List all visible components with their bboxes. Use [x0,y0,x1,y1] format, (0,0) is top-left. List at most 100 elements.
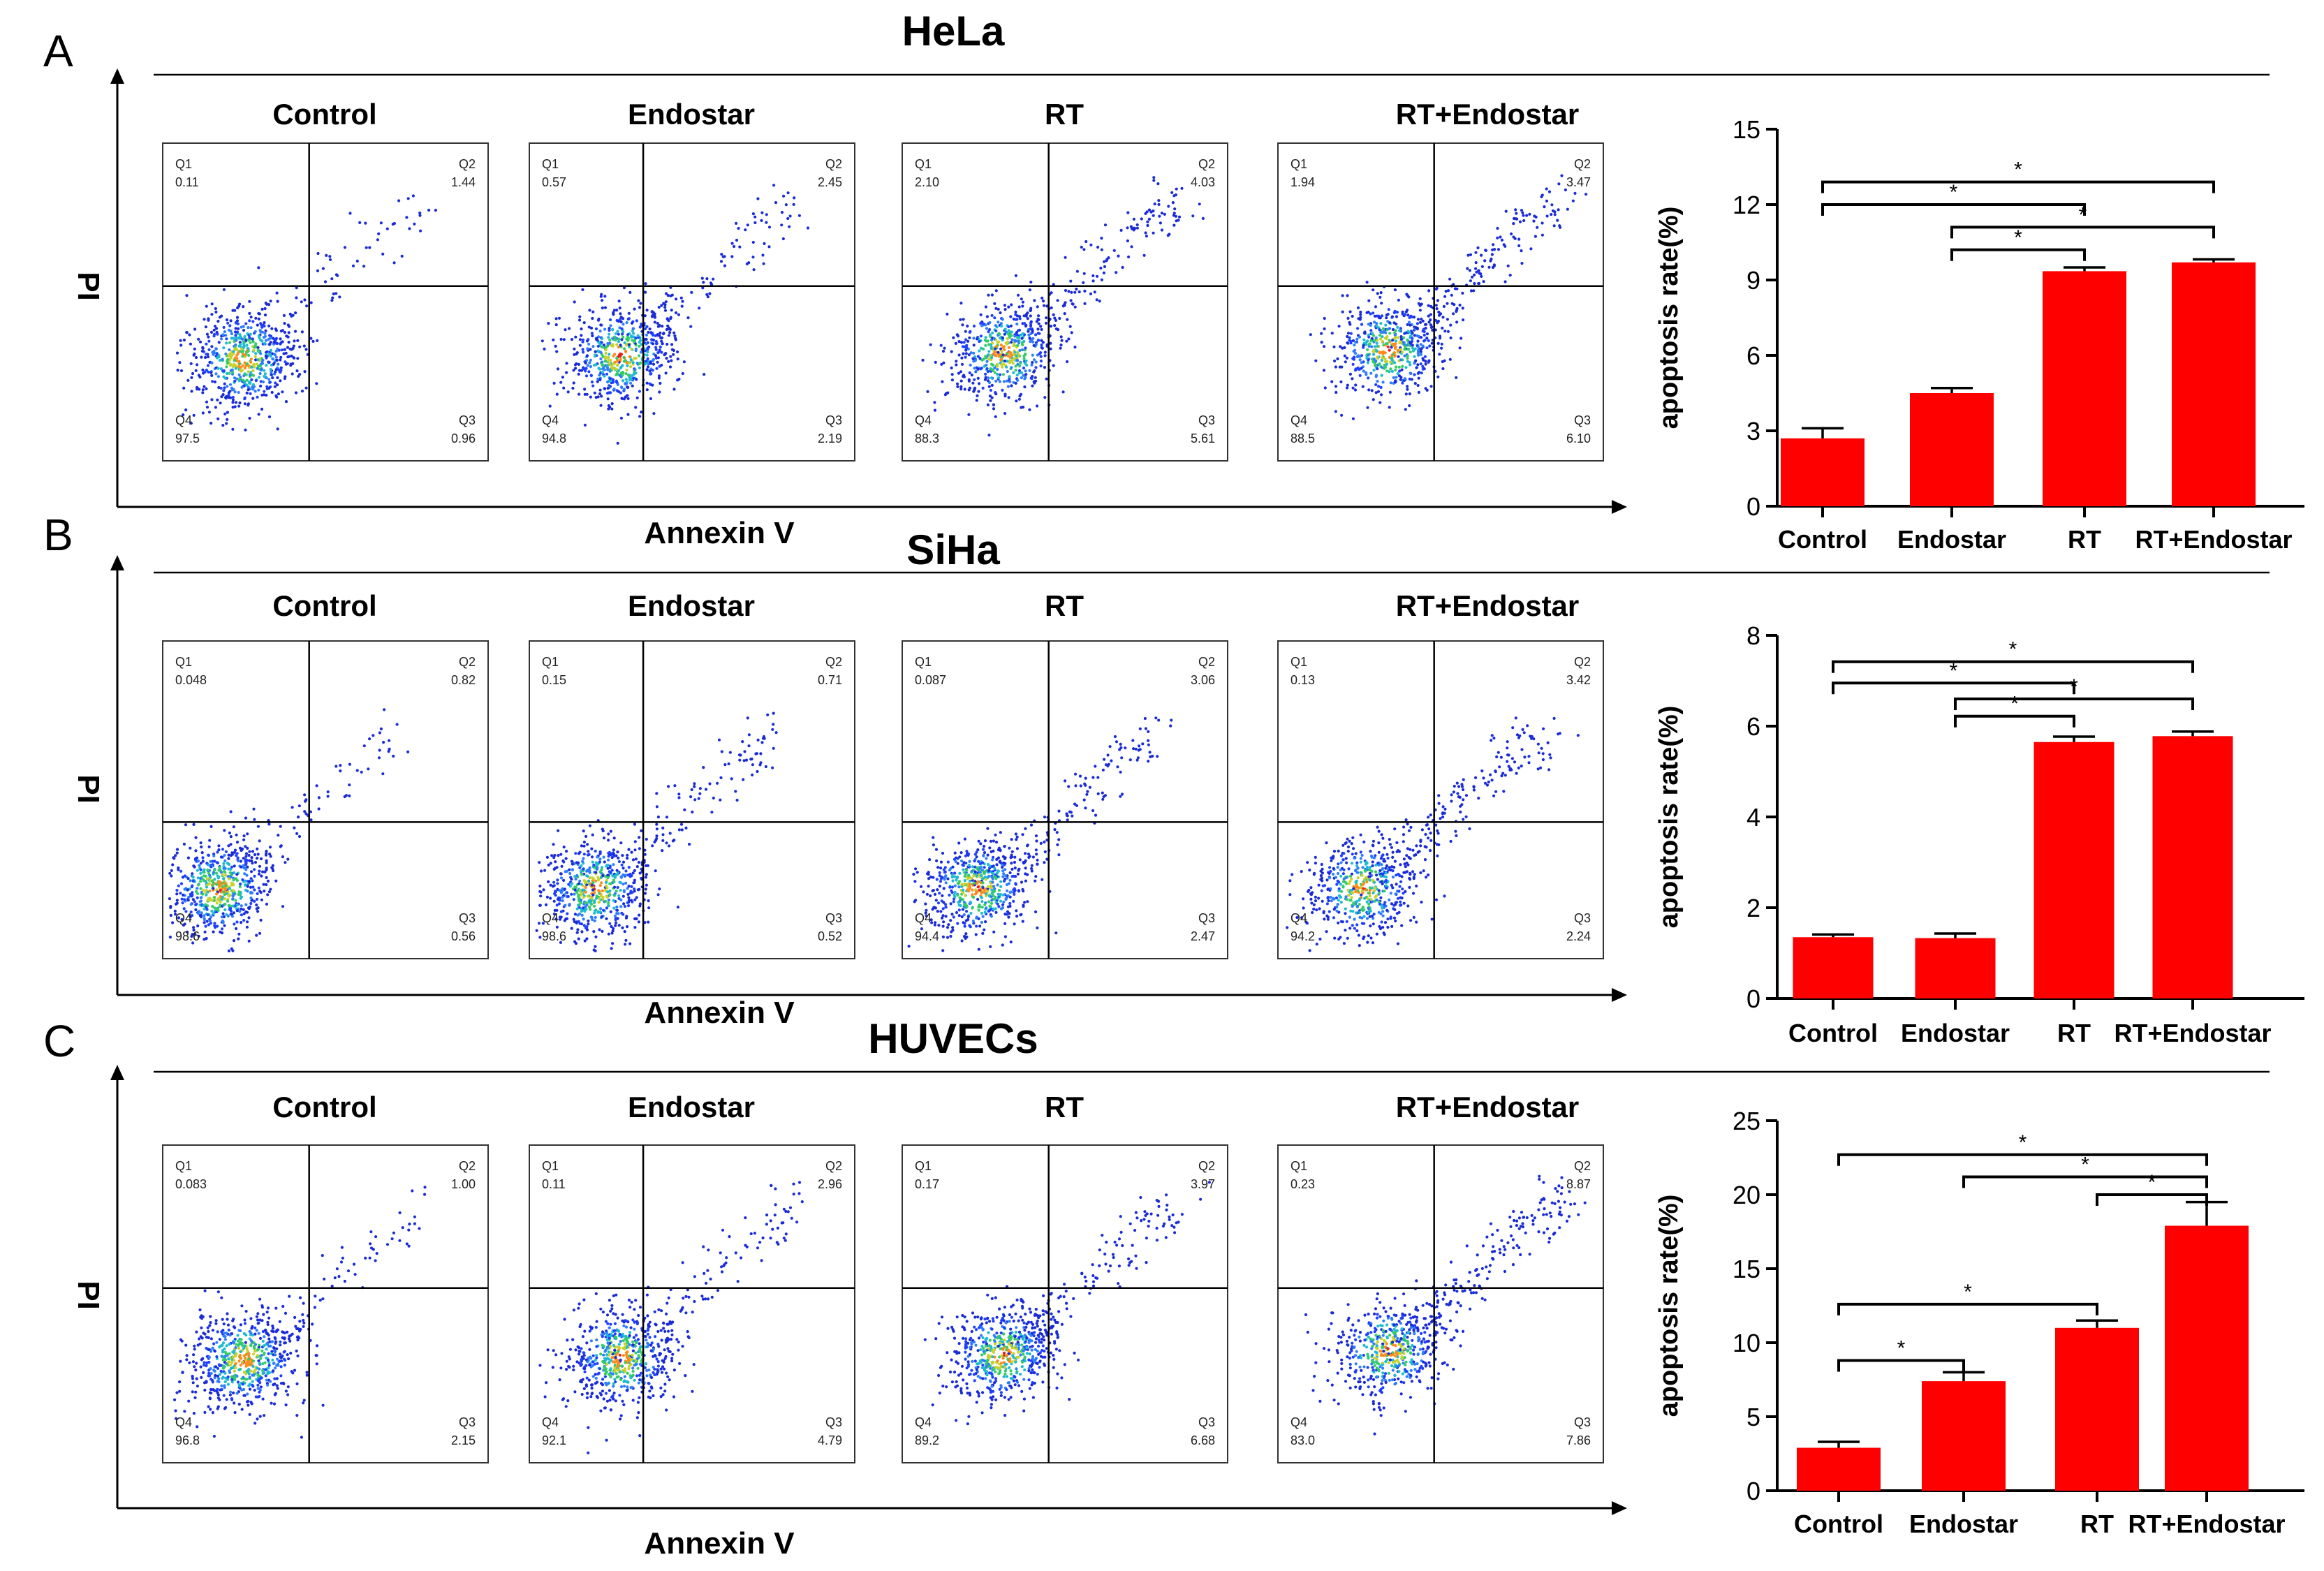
event-dot [616,364,619,367]
event-dot [1372,353,1376,356]
event-dot [1474,251,1478,254]
event-dot [1082,798,1086,802]
event-dot [255,907,258,910]
event-dot [661,826,665,829]
event-dot [1012,888,1015,892]
event-dot [708,292,712,295]
event-dot [1028,369,1031,372]
event-dot [1010,867,1014,871]
event-dot [944,906,948,909]
event-dot [1370,337,1374,341]
event-dot [610,947,613,950]
event-dot [989,945,992,948]
event-dot [608,377,612,381]
event-dot [295,296,298,300]
event-dot [584,834,588,838]
event-dot [253,346,256,349]
event-dot [965,868,969,872]
event-dot [264,354,267,358]
event-dot [980,900,984,903]
event-dot [1380,358,1383,362]
event-dot [999,907,1003,910]
event-dot [1008,846,1011,850]
event-dot [971,906,974,910]
event-dot [950,373,954,376]
event-dot [1058,316,1061,320]
event-dot [554,917,558,921]
event-dot [1474,267,1478,270]
event-dot [248,311,251,315]
event-dot [992,337,996,340]
event-dot [1121,265,1124,270]
event-dot [228,390,232,393]
event-dot [1545,199,1549,202]
event-dot [1040,296,1044,300]
event-dot [989,839,993,843]
event-dot [584,908,588,911]
event-dot [987,885,990,889]
event-dot [209,915,213,919]
event-dot [1345,386,1349,390]
event-dot [955,910,959,915]
event-dot [648,327,652,331]
event-dot [232,911,235,915]
event-dot [540,339,544,343]
event-dot [219,401,222,405]
event-dot [639,351,643,354]
event-dot [996,307,1000,311]
event-dot [1006,369,1009,374]
event-dot [588,869,591,873]
event-dot [580,909,584,913]
event-dot [269,887,272,891]
event-dot [177,884,180,887]
event-dot [564,328,567,332]
event-dot [1356,306,1360,309]
event-dot [223,386,226,390]
event-dot [256,362,259,366]
event-dot [985,906,988,910]
event-dot [269,355,272,358]
event-dot [1408,377,1411,381]
event-dot [994,833,997,836]
event-dot [1014,882,1017,885]
event-dot [585,874,589,878]
event-dot [591,876,594,880]
event-dot [599,404,603,407]
event-dot [1376,367,1379,371]
event-dot [622,883,625,886]
event-dot [219,367,223,371]
event-dot [201,346,205,350]
event-dot [1021,833,1024,836]
event-dot [230,915,234,918]
quadrant-name-q4: Q4 [1290,413,1307,427]
event-dot [970,374,973,377]
event-dot [265,393,268,397]
event-dot [752,268,756,272]
event-dot [698,787,703,790]
event-dot [600,866,604,869]
event-dot [634,371,638,375]
flow-plot-frame [902,640,1228,959]
event-dot [1101,797,1105,801]
event-dot [612,381,615,384]
event-dot [1015,333,1019,337]
event-dot [1035,320,1038,323]
event-dot [372,734,375,737]
event-dot [619,367,622,370]
event-dot [963,879,966,883]
event-dot [955,360,958,363]
event-dot [1309,333,1312,337]
event-dot [1358,358,1362,362]
event-dot [203,930,207,934]
event-dot [194,355,198,360]
event-dot [663,309,668,312]
event-dot [1520,262,1524,265]
event-dot [929,876,933,879]
event-dot [573,920,576,924]
event-dot [231,395,235,399]
event-dot [966,324,969,328]
event-dot [207,339,211,343]
event-dot [1029,314,1032,318]
event-dot [264,339,268,342]
